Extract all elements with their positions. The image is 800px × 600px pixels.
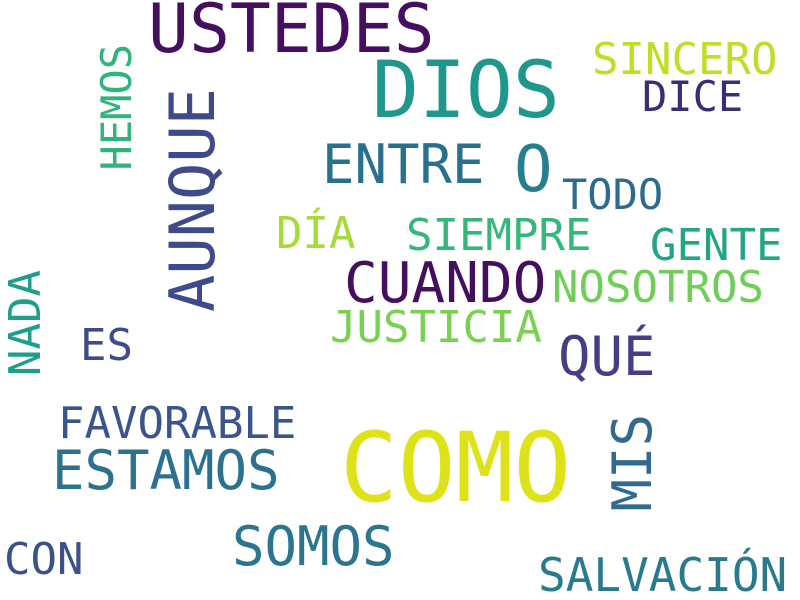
word-sincero: SINCERO <box>592 34 778 85</box>
word-somos: SOMOS <box>232 515 395 578</box>
word-como: COMO <box>340 412 572 524</box>
word-nada: NADA <box>0 270 51 376</box>
word-mis: MIS <box>601 414 664 512</box>
word-cuando: CUANDO <box>344 251 547 316</box>
word-favorable: FAVORABLE <box>58 398 297 449</box>
word-todo: TODO <box>562 170 664 219</box>
word-dice: DICE <box>642 72 744 121</box>
word-estamos: ESTAMOS <box>52 439 280 502</box>
word-dia: DÍA <box>276 208 356 259</box>
word-ustedes: USTEDES <box>148 0 435 69</box>
word-siempre: SIEMPRE <box>406 210 592 261</box>
word-salvacion: SALVACIÓN <box>538 548 788 600</box>
word-dios: DIOS <box>372 46 560 136</box>
word-es: ES <box>80 320 133 371</box>
word-nosotros: NOSOTROS <box>552 262 764 313</box>
word-hemos: HEMOS <box>92 44 141 171</box>
word-gente: GENTE <box>650 220 783 271</box>
word-entre: ENTRE <box>322 133 485 196</box>
word-o: O <box>514 133 553 207</box>
word-con: CON <box>4 534 84 585</box>
word-aunque: AUNQUE <box>156 88 229 312</box>
word-justicia: JUSTICIA <box>330 302 542 353</box>
word-que: QUÉ <box>558 325 656 388</box>
